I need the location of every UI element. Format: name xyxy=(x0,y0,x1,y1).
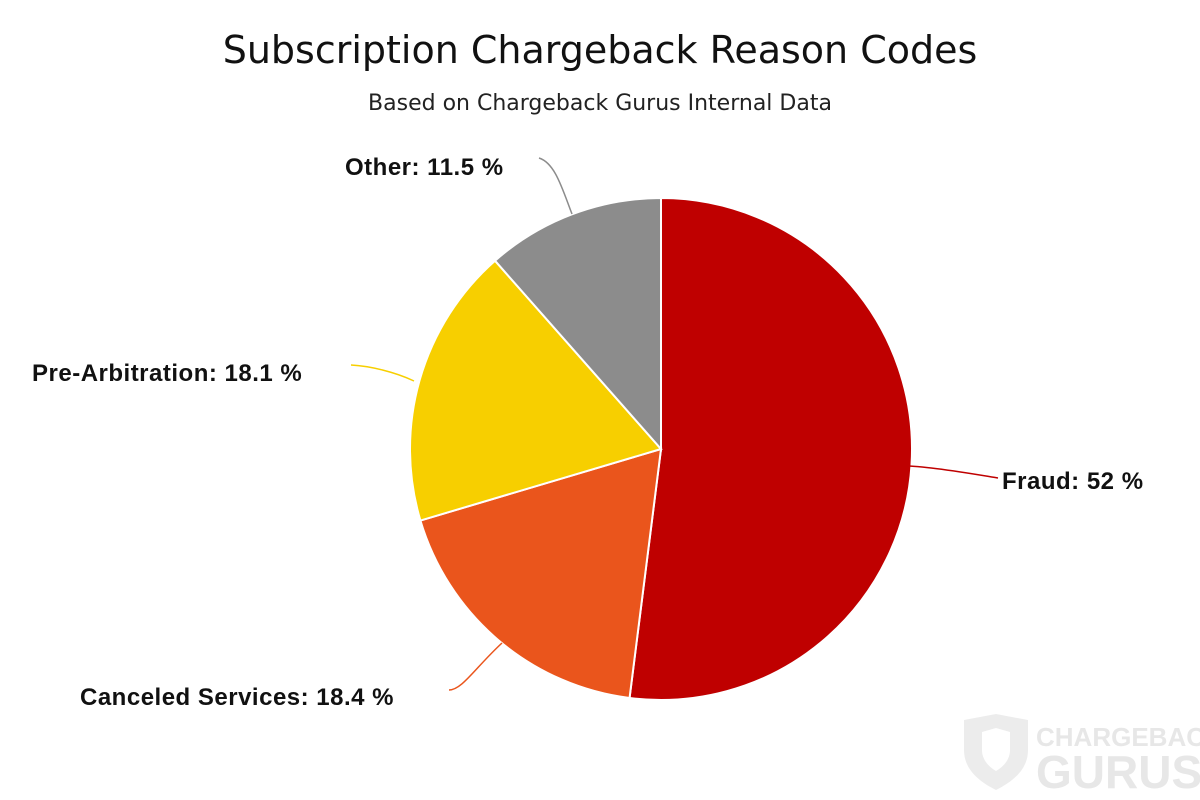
pie-slice-pre-arbitration xyxy=(409,259,663,522)
leader-line-canceled-services xyxy=(448,642,503,691)
slice-label-canceled-services: Canceled Services: 18.4 % xyxy=(80,684,394,711)
chart-title: Subscription Chargeback Reason Codes xyxy=(223,28,978,72)
leader-line-fraud xyxy=(904,465,999,479)
pie-slice-fraud xyxy=(628,196,913,701)
shield-inner-icon xyxy=(982,728,1010,771)
pie-slice-other xyxy=(493,196,662,452)
pie-slices xyxy=(409,196,913,701)
watermark-line2: GURUS xyxy=(1036,746,1200,798)
leader-line-pre-arbitration xyxy=(350,364,415,382)
slice-label-other: Other: 11.5 % xyxy=(345,154,504,181)
slice-labels: Fraud: 52 % Canceled Services: 18.4 % Pre-… xyxy=(32,154,1144,711)
slice-label-pre-arbitration: Pre-Arbitration: 18.1 % xyxy=(32,360,302,387)
label-leader-lines xyxy=(350,157,999,691)
chart-subtitle: Based on Chargeback Gurus Internal Data xyxy=(368,91,832,116)
watermark-line1: CHARGEBACK xyxy=(1036,722,1200,752)
leader-line-other xyxy=(538,157,573,215)
slice-label-fraud: Fraud: 52 % xyxy=(1002,468,1144,495)
watermark-logo: CHARGEBACK GURUS xyxy=(964,714,1200,798)
pie-slice-canceled-services xyxy=(419,447,663,700)
